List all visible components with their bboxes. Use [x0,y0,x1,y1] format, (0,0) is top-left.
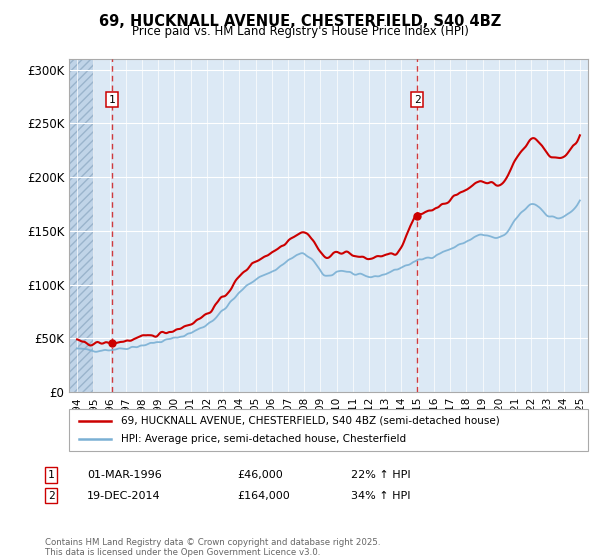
Text: 2: 2 [47,491,55,501]
Text: 19-DEC-2014: 19-DEC-2014 [87,491,161,501]
Text: 69, HUCKNALL AVENUE, CHESTERFIELD, S40 4BZ: 69, HUCKNALL AVENUE, CHESTERFIELD, S40 4… [99,14,501,29]
Text: 22% ↑ HPI: 22% ↑ HPI [351,470,410,480]
Text: 69, HUCKNALL AVENUE, CHESTERFIELD, S40 4BZ (semi-detached house): 69, HUCKNALL AVENUE, CHESTERFIELD, S40 4… [121,416,500,426]
Text: £164,000: £164,000 [237,491,290,501]
Text: Price paid vs. HM Land Registry's House Price Index (HPI): Price paid vs. HM Land Registry's House … [131,25,469,38]
Text: £46,000: £46,000 [237,470,283,480]
Text: HPI: Average price, semi-detached house, Chesterfield: HPI: Average price, semi-detached house,… [121,434,406,444]
Text: Contains HM Land Registry data © Crown copyright and database right 2025.
This d: Contains HM Land Registry data © Crown c… [45,538,380,557]
Text: 01-MAR-1996: 01-MAR-1996 [87,470,162,480]
Text: 2: 2 [413,95,421,105]
FancyBboxPatch shape [69,409,588,451]
Text: 34% ↑ HPI: 34% ↑ HPI [351,491,410,501]
Text: 1: 1 [47,470,55,480]
Bar [69,59,94,392]
Text: 1: 1 [109,95,116,105]
